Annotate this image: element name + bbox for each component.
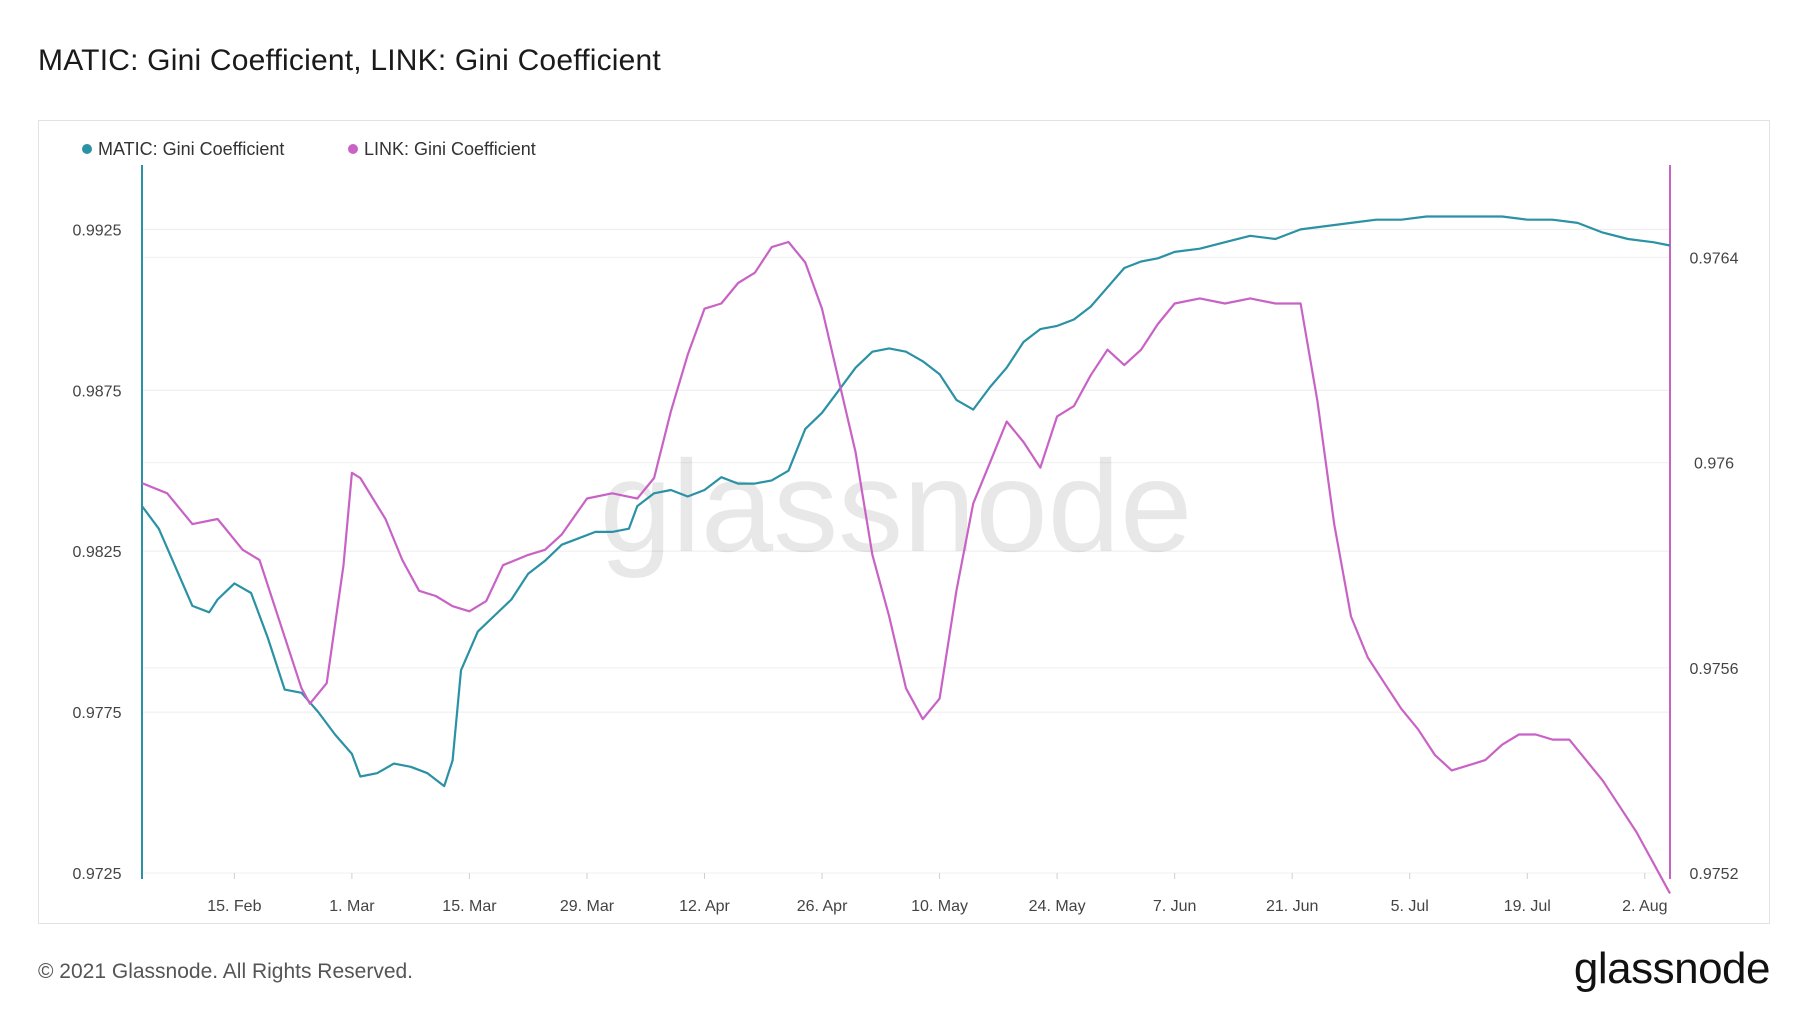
y-left-tick-label: 0.9925 <box>73 222 122 239</box>
y-left-tick-label: 0.9825 <box>73 544 122 561</box>
x-tick-label: 21. Jun <box>1266 898 1318 915</box>
line-chart: glassnode 0.9725 0.9775 0.9825 0.9875 0.9925 0… <box>73 139 1739 915</box>
y-left-tick-label: 0.9775 <box>73 705 122 722</box>
page-title: MATIC: Gini Coefficient, LINK: Gini Coef… <box>38 44 661 77</box>
y-left-tick-label: 0.9875 <box>73 383 122 400</box>
watermark-text: glassnode <box>600 433 1193 579</box>
x-tick-label: 10. May <box>911 898 968 915</box>
legend-dot-link <box>348 144 358 154</box>
x-tick-label: 2. Aug <box>1622 898 1667 915</box>
series-line-matic <box>141 215 1671 788</box>
series-line-link <box>141 240 1671 895</box>
legend-dot-matic <box>82 144 92 154</box>
y-right-tick-label: 0.9764 <box>1690 250 1739 267</box>
legend-label-link: LINK: Gini Coefficient <box>364 139 536 159</box>
y-right-tick-label: 0.9756 <box>1690 661 1739 678</box>
legend-label-matic: MATIC: Gini Coefficient <box>98 139 284 159</box>
chart-frame: glassnode 0.9725 0.9775 0.9825 0.9875 0.9925 0… <box>38 120 1770 924</box>
footer-copyright: © 2021 Glassnode. All Rights Reserved. <box>38 960 414 983</box>
x-tick-label: 5. Jul <box>1391 898 1429 915</box>
y-left-tick-label: 0.9725 <box>73 866 122 883</box>
y-right-tick-label: 0.976 <box>1694 456 1734 473</box>
x-tick-label: 15. Mar <box>442 898 497 915</box>
x-tick-label: 12. Apr <box>679 898 730 915</box>
x-tick-label: 1. Mar <box>329 898 375 915</box>
x-tick-label: 7. Jun <box>1153 898 1197 915</box>
x-tick-label: 19. Jul <box>1504 898 1551 915</box>
footer-logo: glassnode <box>1573 944 1771 993</box>
x-tick-label: 15. Feb <box>207 898 261 915</box>
x-tick-label: 29. Mar <box>560 898 615 915</box>
x-tick-label: 26. Apr <box>797 898 848 915</box>
x-tick-label: 24. May <box>1029 898 1086 915</box>
y-right-tick-label: 0.9752 <box>1690 866 1739 883</box>
